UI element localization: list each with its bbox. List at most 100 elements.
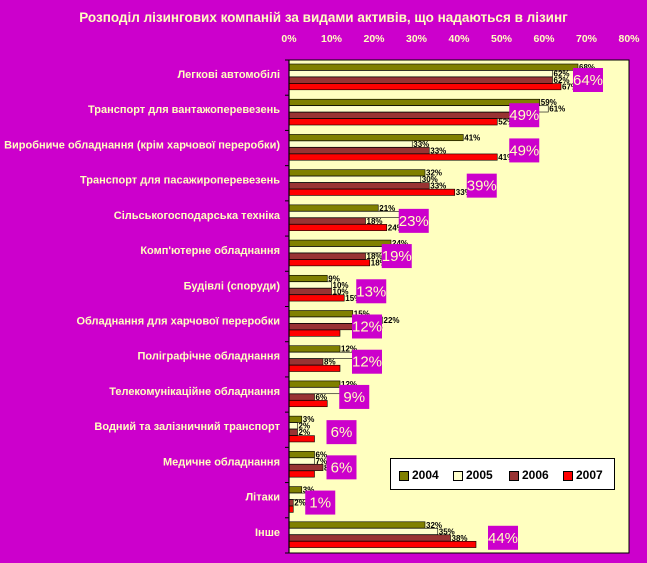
bar-2005 [288, 211, 409, 218]
x-tick-label: 70% [576, 33, 598, 45]
highlight-label: 1% [309, 495, 331, 512]
data-label-2004: 41% [464, 133, 480, 142]
data-label-2004: 6% [316, 450, 328, 459]
bar-2004 [288, 63, 579, 71]
data-label-2004: 12% [341, 345, 357, 354]
data-label-2004: 32% [426, 169, 442, 178]
bar-2004 [288, 134, 464, 142]
data-label-2004: 59% [541, 98, 557, 107]
highlight-box [488, 525, 518, 550]
x-tick-label: 30% [406, 33, 428, 45]
data-label-2006: 18% [367, 252, 383, 261]
legend-item-2006: 2006 [509, 468, 549, 482]
data-label-2007: 18% [371, 259, 387, 268]
bar-2007 [288, 118, 498, 126]
bar-2006 [288, 534, 451, 542]
highlight-label: 9% [343, 389, 365, 406]
bar-2004 [288, 521, 426, 529]
data-label-2007: 24% [388, 223, 404, 232]
legend-swatch-2007 [563, 470, 573, 481]
highlight-label: 64% [573, 72, 603, 89]
bar-2006 [288, 111, 511, 119]
bar-2006 [288, 217, 366, 225]
highlight-box [398, 208, 429, 233]
data-label-2006: 8% [324, 358, 336, 367]
highlight-label: 39% [467, 178, 497, 195]
highlight-box [573, 68, 603, 92]
highlight-box [509, 103, 540, 128]
category-label: Телекомунікаційне обладнання [109, 386, 280, 398]
highlight-label: 49% [509, 142, 539, 159]
highlight-label: 23% [399, 213, 429, 230]
category-label: Виробниче обладнання (крім харчової пере… [4, 139, 280, 151]
category-label: Сільськогосподарська техніка [114, 210, 281, 222]
data-label-2007: 33% [456, 188, 472, 197]
legend-label-2007: 2007 [576, 468, 603, 482]
highlight-box [352, 314, 382, 339]
data-label-2006: 18% [367, 217, 383, 226]
bar-2004 [288, 274, 328, 282]
legend-swatch-2004 [399, 470, 409, 481]
bar-2005 [288, 70, 553, 78]
data-label-2005: 33% [413, 140, 429, 149]
data-label-2006: 33% [430, 146, 446, 155]
data-label-2005: 22% [384, 316, 400, 325]
category-label: Поліграфічне обладнання [138, 351, 281, 363]
data-label-2007: 15% [345, 294, 361, 303]
bar-2006 [288, 287, 332, 295]
bar-2005 [288, 422, 298, 430]
bar-2006 [288, 428, 298, 436]
data-label-2004: 12% [341, 380, 357, 389]
highlight-box [466, 173, 497, 198]
category-label: Легкові автомобілі [177, 69, 280, 81]
legend-swatch-2006 [509, 470, 519, 481]
bar-2005 [288, 387, 341, 395]
bar-2007 [288, 470, 315, 478]
x-tick-label: 0% [281, 33, 297, 45]
bar-2007 [288, 400, 328, 408]
bar-2007 [288, 224, 388, 231]
bar-2004 [288, 239, 392, 247]
highlight-box [509, 138, 540, 163]
category-label: Обладнання для харчової переробки [76, 316, 280, 328]
data-label-2007: 52% [498, 118, 514, 127]
bar-2006 [288, 182, 430, 190]
bar-2006 [288, 464, 324, 471]
bar-2006 [288, 252, 366, 260]
data-label-2004: 3% [303, 486, 315, 495]
bar-2007 [288, 153, 498, 161]
bar-2005 [288, 281, 332, 289]
category-label: Будівлі (споруди) [184, 280, 281, 292]
x-tick-label: 40% [448, 33, 470, 45]
bar-2004 [288, 310, 354, 318]
bar-2007 [288, 364, 341, 372]
data-label-2005: 35% [439, 527, 455, 536]
legend-label-2004: 2004 [412, 468, 439, 482]
highlight-box [339, 384, 370, 409]
category-label: Медичне обладнання [163, 456, 280, 468]
bar-2007 [288, 294, 345, 302]
highlight-box [305, 490, 336, 515]
data-label-2006: 38% [452, 534, 468, 543]
legend-item-2004: 2004 [399, 468, 439, 482]
highlight-label: 19% [382, 248, 412, 265]
x-tick-label: 80% [618, 33, 640, 45]
category-label: Літаки [245, 492, 280, 504]
category-label: Інше [255, 527, 280, 539]
legend-item-2007: 2007 [563, 468, 603, 482]
data-label-2004: 32% [426, 521, 442, 530]
data-label-2006: 6% [316, 393, 328, 402]
x-tick-label: 50% [491, 33, 513, 45]
chart-legend: 2004 2005 2006 2007 [390, 458, 615, 490]
data-label-2006: 10% [333, 287, 349, 296]
data-label-2006: 62% [554, 76, 570, 85]
bar-2006 [288, 76, 553, 84]
bar-2004 [288, 345, 341, 353]
bar-2006 [288, 499, 294, 507]
data-label-2005: 62% [554, 70, 570, 79]
data-label-2005: 7% [316, 457, 328, 466]
data-label-2006: 2% [299, 428, 311, 437]
highlight-box [326, 420, 357, 445]
data-label-2004: 24% [392, 239, 408, 248]
data-label-2007: 41% [498, 153, 514, 162]
